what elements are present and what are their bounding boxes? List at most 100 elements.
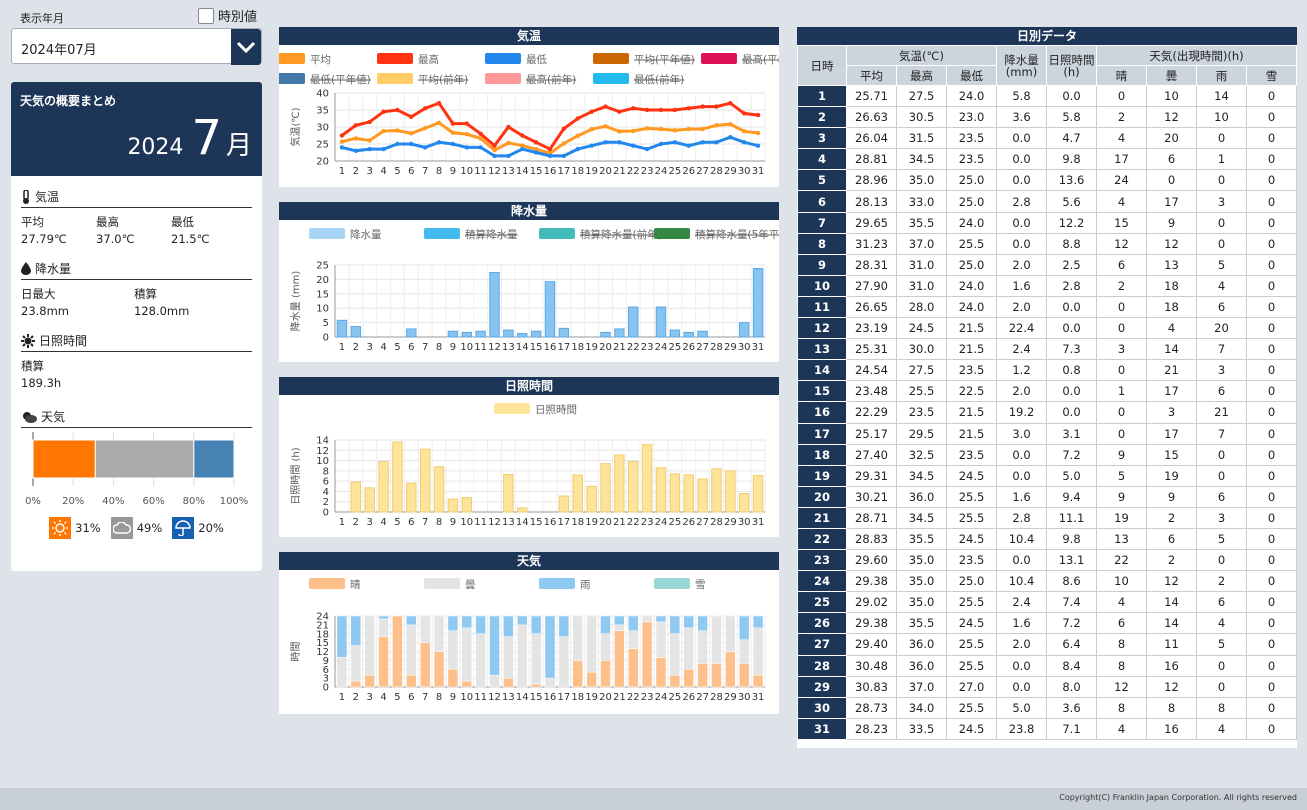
- bar: [586, 671, 597, 688]
- table-row: 22 28.83 35.5 24.5 10.4 9.8 13 6 5 0: [797, 527, 1297, 551]
- table-cell: 7.2: [1046, 612, 1097, 635]
- hourly-toggle[interactable]: 時別値: [198, 6, 257, 25]
- bar: [655, 657, 667, 688]
- bar: [489, 615, 500, 676]
- table-cell: 22.29: [846, 401, 897, 424]
- col-sun: 日照時間(h): [1046, 45, 1097, 86]
- bar: [517, 624, 528, 688]
- x-tick-label: 8: [436, 692, 442, 703]
- bar: [406, 615, 417, 626]
- legend-swatch: [309, 228, 345, 239]
- table-cell: 22: [797, 527, 847, 551]
- table-cell: 0: [1196, 443, 1247, 466]
- table-cell: 2: [1096, 274, 1147, 297]
- series-point: [589, 109, 594, 114]
- bar: [725, 651, 736, 688]
- series-point: [353, 123, 359, 128]
- table-cell: 20: [1196, 317, 1247, 340]
- series-point: [339, 139, 345, 144]
- table-cell: 35.0: [896, 549, 947, 572]
- x-tick-label: 4: [380, 342, 386, 353]
- series-point: [700, 104, 705, 109]
- x-tick-label: 25: [668, 517, 681, 528]
- series-point: [478, 145, 483, 150]
- bar: [517, 507, 528, 513]
- cloudy-pct: 49%: [136, 521, 163, 535]
- table-cell: 4: [1096, 591, 1147, 614]
- table-cell: 30.83: [846, 675, 897, 698]
- legend-swatch: [539, 228, 575, 239]
- table-cell: 4: [1196, 717, 1247, 740]
- bar: [738, 322, 750, 338]
- bar: [489, 674, 500, 688]
- table-cell: 0: [1196, 211, 1247, 234]
- series-point: [506, 140, 511, 146]
- table-cell: 10: [797, 274, 847, 297]
- bar: [503, 329, 514, 338]
- bar: [461, 331, 472, 338]
- table-cell: 17: [1146, 422, 1197, 445]
- x-tick-label: 3: [366, 517, 372, 528]
- sun-section-header: 日照時間: [21, 332, 252, 352]
- legend-label: 曇: [465, 579, 476, 591]
- legend-swatch: [424, 228, 460, 239]
- bar: [503, 473, 514, 513]
- temperature-chart-panel: 気温 平均 最高 最低 平均(平年値) 最高(平年値) 最低(平年値) 平均(前年) 最高(前…: [269, 27, 803, 187]
- table-row: 26 29.38 35.5 24.5 1.6 7.2 6 14 4 0: [797, 612, 1297, 635]
- tick-label: 40%: [102, 496, 124, 507]
- y-tick-label: 12: [316, 647, 329, 658]
- table-cell: 0: [1246, 422, 1297, 445]
- table-cell: 2.8: [996, 190, 1047, 213]
- bar: [406, 482, 417, 513]
- weather-ratio-chart: 0% 20% 40% 60% 80% 100%: [25, 432, 248, 507]
- series-point: [561, 153, 567, 159]
- x-tick-label: 28: [710, 342, 723, 353]
- bar: [461, 680, 473, 688]
- table-cell: 4: [1096, 190, 1147, 213]
- table-cell: 6: [1146, 527, 1197, 551]
- table-cell: 18: [797, 443, 847, 466]
- bar: [586, 485, 597, 513]
- bar: [447, 630, 459, 670]
- legend-label: 最低(前年): [634, 73, 684, 86]
- footer-copyright: Copyright(C) Franklin Japan Corporation.…: [0, 788, 1307, 810]
- series-point: [631, 143, 636, 148]
- sun-icon: [49, 517, 72, 539]
- table-cell: 8: [797, 232, 847, 255]
- table-cell: 2.8: [1046, 274, 1097, 297]
- table-cell: 36.0: [896, 654, 947, 677]
- series-point: [478, 136, 483, 141]
- table-cell: 0: [1246, 717, 1297, 740]
- bar: [558, 327, 570, 338]
- summary-title: 天気の概要まとめ: [20, 94, 117, 108]
- legend-swatch: [309, 578, 345, 589]
- x-tick-label: 17: [558, 517, 571, 528]
- bar: [350, 645, 362, 682]
- table-cell: 25: [797, 591, 847, 614]
- table-cell: 0.0: [1046, 295, 1097, 319]
- x-tick-label: 20: [599, 166, 612, 177]
- table-cell: 0: [1246, 696, 1297, 719]
- series-point: [533, 146, 539, 152]
- table-row: 27 29.40 36.0 25.5 2.0 6.4 8 11 5 0: [797, 633, 1297, 656]
- period-select[interactable]: 2024年07月: [11, 28, 262, 65]
- bar: [572, 474, 583, 513]
- bar: [711, 615, 722, 664]
- table-cell: 25.5: [946, 654, 997, 677]
- table-cell: 14: [1146, 338, 1197, 361]
- chevron-down-icon[interactable]: [231, 29, 261, 65]
- legend-swatch: [485, 53, 521, 64]
- table-cell: 30.48: [846, 654, 897, 677]
- series-point: [409, 114, 414, 120]
- table-row: 9 28.31 31.0 25.0 2.0 2.5 6 13 5 0: [797, 253, 1297, 276]
- bar: [558, 636, 570, 688]
- table-cell: 6: [1196, 380, 1247, 403]
- table-cell: 2: [1096, 106, 1147, 129]
- hourly-checkbox[interactable]: [198, 7, 214, 24]
- x-tick-label: 29: [724, 166, 737, 177]
- y-tick-label: 6: [323, 665, 329, 676]
- summary-panel: 天気の概要まとめ 2024 7 月 気温 平均 27.79℃ 最高 37.0℃ 最低…: [11, 82, 262, 571]
- temp-min: 21.5℃: [171, 232, 210, 246]
- sun-total: 189.3h: [21, 376, 62, 390]
- x-tick-label: 30: [738, 517, 751, 528]
